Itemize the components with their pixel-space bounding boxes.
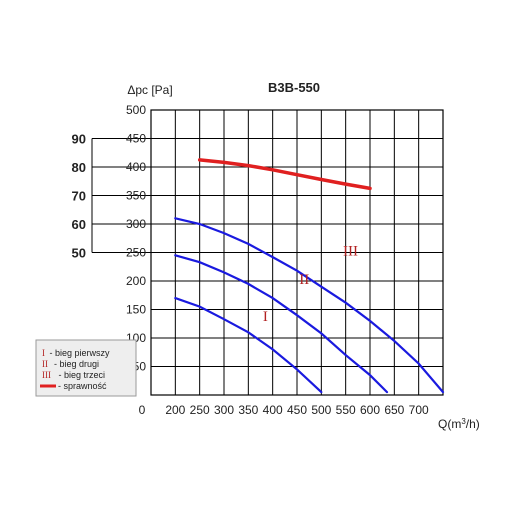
- x-tick-label: 300: [214, 403, 234, 417]
- efficiency-tick-label: 70: [72, 189, 86, 204]
- legend-label: - bieg drugi: [54, 359, 99, 369]
- pressure-curve-I: [174, 297, 323, 394]
- legend-label: - sprawność: [58, 381, 107, 391]
- y-axis-title: Δpc [Pa]: [127, 83, 172, 97]
- efficiency-tick-label: 50: [72, 246, 86, 261]
- efficiency-curve: [197, 158, 372, 191]
- x-origin-label: 0: [139, 403, 146, 417]
- y-tick-label: 400: [126, 160, 146, 174]
- y-tick-label: 350: [126, 189, 146, 203]
- x-tick-label: 500: [311, 403, 331, 417]
- efficiency-tick-label: 80: [72, 160, 86, 175]
- legend-marker: III: [42, 370, 51, 380]
- x-axis-title: Q(m3/h): [438, 417, 480, 431]
- y-tick-label: 300: [126, 217, 146, 231]
- y-tick-label: 500: [126, 103, 146, 117]
- x-tick-label: 550: [336, 403, 356, 417]
- efficiency-axis: 50 60 70 80 90: [72, 132, 151, 261]
- legend-label: - bieg pierwszy: [50, 348, 111, 358]
- x-tick-label: 700: [409, 403, 429, 417]
- y-tick-label: 200: [126, 274, 146, 288]
- chart-title: B3B-550: [268, 80, 320, 95]
- x-axis-ticks: 200 250 300 350 400 450 500 550 600 650 700: [165, 403, 429, 417]
- curve-label: II: [299, 272, 309, 288]
- x-tick-label: 450: [287, 403, 307, 417]
- x-tick-label: 200: [165, 403, 185, 417]
- curve-label: III: [343, 243, 358, 259]
- x-tick-label: 650: [384, 403, 404, 417]
- legend-marker: II: [42, 359, 48, 369]
- pressure-curve-II: [174, 254, 389, 394]
- legend-marker: I: [42, 348, 45, 358]
- x-tick-label: 400: [263, 403, 283, 417]
- curve-label: I: [263, 309, 268, 325]
- pressure-curve-III: [174, 217, 445, 394]
- grid: [150, 109, 444, 396]
- x-tick-label: 350: [238, 403, 258, 417]
- efficiency-tick-label: 60: [72, 217, 86, 232]
- y-tick-label: 450: [126, 132, 146, 146]
- legend-label: - bieg trzeci: [59, 370, 106, 380]
- efficiency-tick-label: 90: [72, 132, 86, 147]
- x-tick-label: 600: [360, 403, 380, 417]
- y-tick-label: 250: [126, 246, 146, 260]
- x-tick-label: 250: [190, 403, 210, 417]
- series-group: [174, 158, 445, 394]
- y-tick-label: 150: [126, 303, 146, 317]
